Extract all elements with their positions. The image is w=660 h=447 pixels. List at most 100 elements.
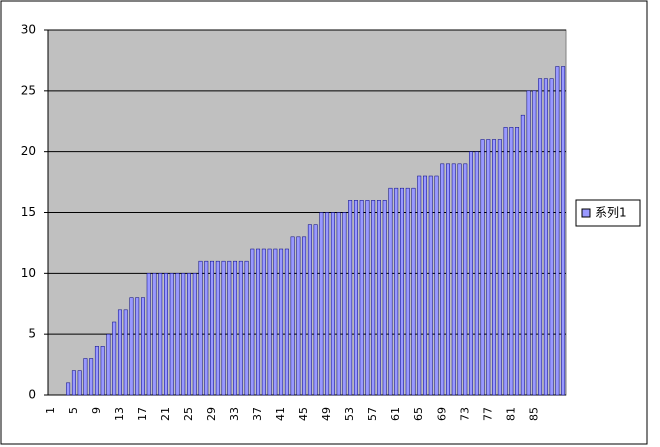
bar [94,346,99,396]
y-tick-label: 30 [21,23,36,37]
bar [66,382,71,396]
bar [532,90,537,396]
bar [135,297,140,396]
bar [549,78,554,396]
x-tick-label: 37 [251,407,264,421]
bar [411,187,416,396]
bar [451,163,456,396]
x-tick-label: 61 [389,407,402,421]
bar [77,370,82,396]
x-tick-label: 81 [504,407,517,421]
bar [342,212,347,396]
bar [140,297,145,396]
bar [365,200,370,396]
x-tick-label: 9 [90,407,103,414]
bar [319,212,324,396]
bar [515,127,520,396]
bar [227,260,232,396]
bar [480,139,485,396]
legend-label: 系列1 [595,206,627,220]
bar [267,248,272,396]
bar [284,248,289,396]
bar [434,175,439,396]
y-tick-label: 25 [21,83,36,97]
bar [129,297,134,396]
bar [221,260,226,396]
bar [405,187,410,396]
x-tick-label: 41 [274,407,287,421]
x-tick-label: 21 [159,407,172,421]
bar [290,236,295,396]
x-tick-label: 69 [435,407,448,421]
bar [440,163,445,396]
bar [83,358,88,396]
bar [158,273,163,396]
bar [261,248,266,396]
bar [89,358,94,396]
bar [348,200,353,396]
y-tick-label: 0 [28,388,36,402]
x-tick-label: 29 [205,407,218,421]
bar [469,151,474,396]
bar [187,273,191,396]
bar [503,127,508,396]
bar [71,370,76,396]
x-tick-label: 53 [343,407,356,421]
bar [117,309,122,396]
bar [474,151,479,396]
y-tick-label: 5 [28,327,36,341]
bar [382,200,387,396]
bar [204,260,209,396]
bar [561,66,566,396]
x-tick-label: 5 [67,407,80,414]
bar [457,163,462,396]
bar [123,309,128,396]
y-tick-label: 10 [21,266,36,280]
bar [302,236,307,396]
bar [273,248,278,396]
bar [371,200,376,396]
bar [256,248,261,396]
bar [112,321,117,396]
bar [486,139,491,396]
bar [210,260,215,396]
bar [181,273,186,396]
bar [296,236,301,396]
bar [164,273,168,396]
bar [325,212,330,396]
x-tick-label: 77 [481,407,494,421]
bar [233,260,238,396]
x-tick-label: 85 [527,407,540,421]
bar [388,187,393,396]
bar [520,114,525,396]
bar [330,212,335,396]
bar [336,212,341,396]
bar [152,273,157,396]
bar [146,273,151,396]
bar [376,200,381,396]
bar [215,260,220,396]
x-tick-label: 13 [113,407,126,421]
x-tick-label: 25 [182,407,195,421]
bar [238,260,243,396]
bar [307,224,312,396]
bar [399,187,404,396]
x-tick-label: 57 [366,407,379,421]
bar [417,175,422,396]
bar [198,260,203,396]
bar [279,248,284,396]
bar [359,200,364,396]
x-tick-label: 73 [458,407,471,421]
x-tick-label: 45 [297,407,310,421]
bar [446,163,450,396]
x-tick-label: 17 [136,407,149,421]
bar [526,90,531,396]
y-tick-label: 20 [21,144,36,158]
x-tick-label: 1 [44,407,57,414]
bar [244,260,249,396]
bar [423,175,427,396]
x-tick-label: 65 [412,407,425,421]
bar [543,78,548,396]
bar [100,346,105,396]
